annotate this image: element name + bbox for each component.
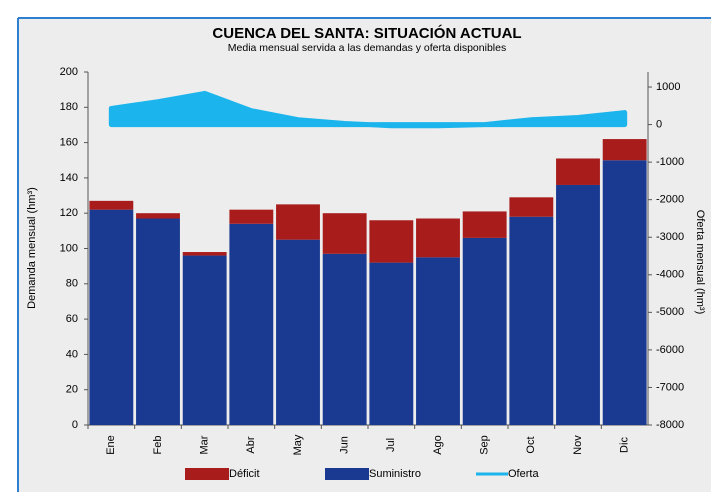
y-tick-label: 60 <box>66 313 78 325</box>
y-tick-label: 20 <box>66 384 78 396</box>
bar-segment <box>89 200 134 210</box>
bar-segment <box>276 204 320 240</box>
bar-segment <box>602 139 647 161</box>
bar-segment <box>182 255 227 425</box>
bar-segment <box>416 218 460 258</box>
legend-label: Déficit <box>229 468 260 480</box>
bar-segment <box>89 209 134 425</box>
x-tick-label: Feb <box>152 436 164 455</box>
y2-tick-label: -8000 <box>656 419 684 431</box>
y-tick-label: 80 <box>66 278 78 290</box>
legend-swatch <box>325 468 369 480</box>
bar-segment <box>462 211 507 238</box>
y-tick-label: 120 <box>60 207 78 219</box>
y-tick-label: 0 <box>72 419 78 431</box>
bar-segment <box>136 213 180 219</box>
y2-tick-label: -1000 <box>656 156 684 168</box>
y2-tick-label: -3000 <box>656 231 684 243</box>
y-tick-label: 160 <box>60 137 78 149</box>
legend-label: Oferta <box>508 468 539 480</box>
bar-segment <box>369 262 414 425</box>
bar-segment <box>369 220 414 263</box>
y2-axis-label: Oferta mensual (hm³) <box>694 210 706 315</box>
x-tick-label: Jul <box>385 438 397 452</box>
x-tick-label: Oct <box>525 436 537 453</box>
x-tick-label: Ene <box>105 435 117 455</box>
bar-segment <box>556 184 600 425</box>
bar-segment <box>276 239 320 425</box>
x-tick-label: Nov <box>572 435 584 455</box>
bar-segment <box>229 223 274 425</box>
bar-segment <box>416 257 460 425</box>
y2-tick-label: -6000 <box>656 344 684 356</box>
y2-tick-label: -5000 <box>656 306 684 318</box>
x-tick-label: Ago <box>432 435 444 455</box>
chart-title: CUENCA DEL SANTA: SITUACIÓN ACTUAL <box>212 24 521 42</box>
x-tick-label: Mar <box>199 435 211 454</box>
x-tick-label: Sep <box>479 435 491 455</box>
bar-segment <box>136 218 180 425</box>
bar-segment <box>462 237 507 425</box>
x-tick-label: Dic <box>619 437 631 453</box>
y-tick-label: 100 <box>60 242 78 254</box>
bar-segment <box>509 197 554 217</box>
bar-segment <box>322 253 367 425</box>
y2-tick-label: 1000 <box>656 81 680 93</box>
bar-segment <box>509 216 554 425</box>
y-tick-label: 40 <box>66 348 78 360</box>
legend-label: Suministro <box>369 468 421 480</box>
y-tick-label: 200 <box>60 66 78 78</box>
bar-segment <box>229 209 274 224</box>
legend-swatch <box>185 468 229 480</box>
y-axis-label: Demanda mensual (hm³) <box>26 187 38 309</box>
y2-tick-label: -4000 <box>656 269 684 281</box>
y2-tick-label: -2000 <box>656 194 684 206</box>
chart-subtitle: Media mensual servida a las demandas y o… <box>228 42 506 54</box>
bar-segment <box>322 213 367 254</box>
x-tick-label: May <box>292 434 304 455</box>
bar-segment <box>602 160 647 425</box>
bar-segment <box>556 158 600 185</box>
bar-segment <box>182 252 227 256</box>
x-tick-label: Jun <box>339 436 351 454</box>
area <box>108 90 628 129</box>
y2-tick-label: -7000 <box>656 381 684 393</box>
x-tick-label: Abr <box>245 436 257 453</box>
y-tick-label: 140 <box>60 172 78 184</box>
y-tick-label: 180 <box>60 101 78 113</box>
y2-tick-label: 0 <box>656 118 662 130</box>
